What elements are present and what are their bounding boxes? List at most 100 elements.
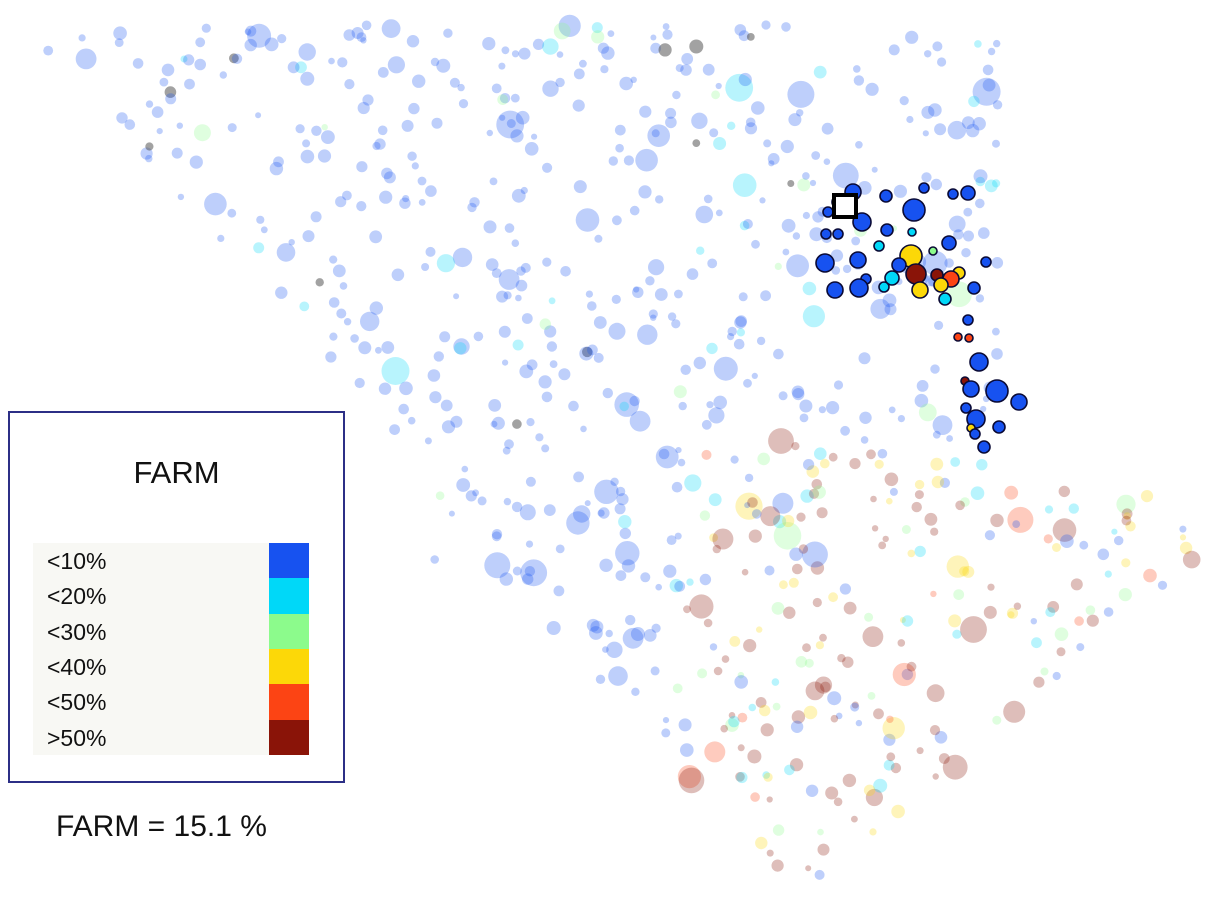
map-point-icon bbox=[911, 281, 929, 299]
map-point-icon bbox=[264, 37, 279, 52]
map-point-icon bbox=[889, 487, 898, 496]
map-point-icon bbox=[778, 391, 788, 401]
map-point-icon bbox=[953, 332, 963, 342]
map-point-icon bbox=[744, 502, 751, 509]
map-point-icon bbox=[680, 743, 694, 757]
map-point-icon bbox=[901, 525, 911, 534]
map-point-icon bbox=[869, 828, 877, 836]
map-point-icon bbox=[878, 281, 890, 293]
map-point-icon bbox=[499, 93, 511, 104]
map-point-icon bbox=[929, 725, 941, 736]
selected-square-icon[interactable] bbox=[832, 193, 858, 219]
map-point-icon bbox=[496, 110, 525, 139]
map-point-icon bbox=[498, 269, 520, 290]
map-point-icon bbox=[870, 298, 891, 319]
map-point-icon bbox=[542, 257, 552, 267]
map-point-icon bbox=[792, 232, 801, 240]
map-point-icon bbox=[757, 452, 770, 466]
map-point-icon bbox=[932, 41, 943, 52]
map-point-icon bbox=[962, 314, 974, 326]
map-point-icon bbox=[672, 683, 683, 694]
map-point-icon bbox=[984, 530, 996, 541]
map-point-icon bbox=[843, 601, 857, 615]
map-point-icon bbox=[504, 439, 514, 450]
map-point-icon bbox=[768, 160, 775, 167]
map-point-icon bbox=[916, 380, 929, 392]
map-point-icon bbox=[937, 57, 947, 67]
map-point-icon bbox=[511, 239, 520, 247]
map-point-icon bbox=[145, 154, 153, 163]
map-point-icon bbox=[866, 449, 876, 460]
summary-value: 15.1 % bbox=[173, 810, 267, 843]
map-point-icon bbox=[812, 597, 822, 608]
map-point-icon bbox=[288, 239, 295, 246]
map-point-icon bbox=[381, 167, 393, 180]
map-point-icon bbox=[619, 401, 629, 412]
map-point-icon bbox=[490, 420, 498, 428]
map-point-icon bbox=[786, 254, 809, 278]
map-point-icon bbox=[159, 77, 169, 87]
map-point-icon bbox=[630, 76, 637, 84]
map-point-icon bbox=[737, 744, 745, 752]
map-point-icon bbox=[884, 472, 899, 487]
map-point-icon bbox=[342, 190, 352, 201]
map-point-icon bbox=[43, 45, 54, 56]
map-point-icon bbox=[654, 288, 668, 301]
map-point-icon bbox=[873, 240, 885, 252]
summary-stat: FARM = 15.1 % bbox=[56, 810, 267, 844]
map-point-icon bbox=[1070, 578, 1083, 591]
map-point-icon bbox=[699, 573, 712, 586]
map-point-icon bbox=[818, 406, 827, 414]
map-point-icon bbox=[821, 122, 834, 135]
map-point-icon bbox=[771, 678, 780, 686]
legend-label: <10% bbox=[47, 548, 107, 574]
map-point-icon bbox=[549, 360, 558, 368]
map-point-icon bbox=[907, 549, 916, 558]
map-point-icon bbox=[871, 525, 879, 532]
map-point-icon bbox=[439, 331, 451, 343]
map-point-icon bbox=[888, 406, 896, 414]
map-point-icon bbox=[840, 425, 850, 436]
map-point-icon bbox=[360, 311, 380, 332]
map-point-icon bbox=[812, 211, 824, 223]
map-point-icon bbox=[491, 416, 505, 430]
map-point-icon bbox=[677, 458, 686, 467]
map-point-icon bbox=[691, 112, 708, 129]
map-point-icon bbox=[849, 278, 869, 298]
map-point-icon bbox=[800, 489, 814, 503]
map-point-icon bbox=[862, 626, 884, 647]
map-point-icon bbox=[725, 73, 754, 102]
legend-panel: FARM <10% <20% <30% <40% <50% >50% bbox=[8, 411, 345, 783]
map-point-icon bbox=[418, 199, 426, 206]
map-point-icon bbox=[598, 507, 610, 519]
map-point-icon bbox=[934, 731, 948, 744]
map-point-icon bbox=[629, 395, 640, 407]
map-point-icon bbox=[582, 346, 593, 358]
map-point-icon bbox=[905, 263, 927, 285]
map-point-icon bbox=[817, 828, 824, 836]
map-point-icon bbox=[681, 53, 694, 65]
map-point-icon bbox=[727, 326, 737, 337]
map-point-icon bbox=[417, 176, 427, 186]
map-point-icon bbox=[406, 35, 420, 48]
map-point-icon bbox=[643, 629, 657, 642]
map-point-icon bbox=[744, 122, 758, 135]
map-point-icon bbox=[608, 322, 626, 340]
map-point-icon bbox=[369, 230, 383, 244]
map-point-icon bbox=[608, 156, 618, 166]
map-point-icon bbox=[658, 43, 672, 57]
map-point-icon bbox=[815, 253, 835, 273]
map-point-icon bbox=[1085, 605, 1096, 615]
map-point-icon bbox=[605, 629, 613, 638]
map-point-icon bbox=[449, 77, 460, 88]
map-point-icon bbox=[452, 247, 473, 268]
map-point-icon bbox=[532, 38, 545, 51]
map-point-icon bbox=[882, 293, 897, 308]
map-point-icon bbox=[864, 612, 874, 622]
map-point-icon bbox=[575, 208, 600, 232]
map-point-icon bbox=[1068, 503, 1080, 514]
map-point-icon bbox=[311, 125, 322, 136]
map-point-icon bbox=[573, 471, 584, 483]
map-point-icon bbox=[1043, 534, 1053, 544]
